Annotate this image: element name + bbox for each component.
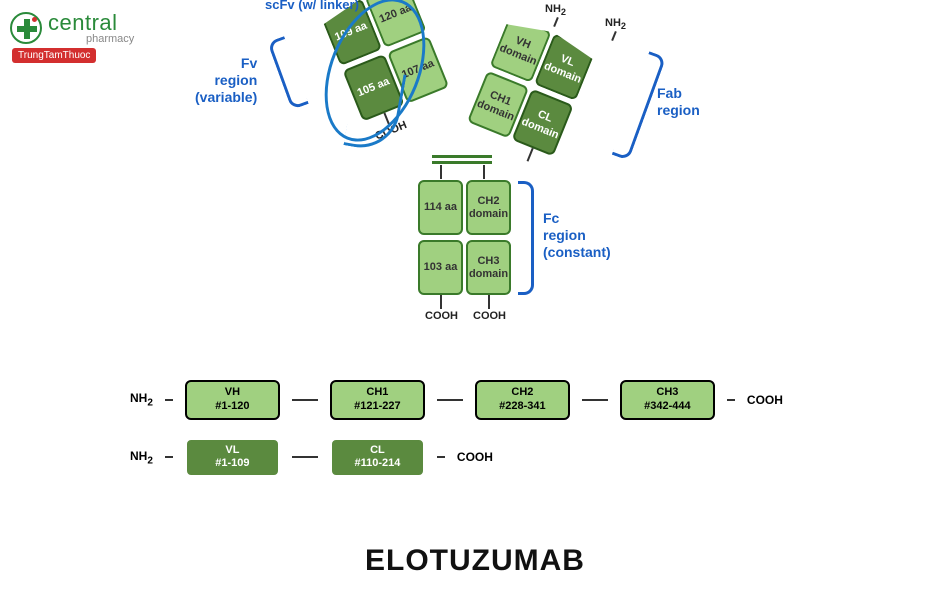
brand-logo: central pharmacy TrungTamThuoc: [10, 10, 150, 63]
heavy-ch2-box: CH2 #228-341: [475, 380, 570, 420]
logo-tag: TrungTamThuoc: [12, 48, 96, 63]
fc-ch2-right: CH2 domain: [466, 180, 511, 235]
fc-brace: [518, 181, 534, 295]
heavy-ch3-box: CH3 #342-444: [620, 380, 715, 420]
logo-sub: pharmacy: [86, 33, 134, 45]
linear-chains: NH2 VH #1-120 CH1 #121-227 CH2 #228-341 …: [130, 380, 820, 495]
right-light-nh2: NH2: [605, 17, 626, 31]
light-chain-row: NH2 VL #1-109 CL #110-214 COOH: [130, 438, 820, 478]
fc-right-cooh: COOH: [473, 310, 506, 322]
antibody-diagram: 109 aa 120 aa 105 aa 107 aa COOH VH doma…: [235, 25, 715, 360]
right-heavy-nh2: NH2: [545, 3, 566, 17]
fv-brace: [267, 36, 309, 110]
light-vl-box: VL #1-109: [185, 438, 280, 478]
heavy-nh2: NH2: [130, 391, 153, 408]
fv-region-label: Fv region (variable): [195, 55, 257, 105]
light-nh2: NH2: [130, 449, 153, 466]
scfv-label: scFv (w/ linker): [265, 0, 359, 12]
heavy-ch1-box: CH1 #121-227: [330, 380, 425, 420]
compound-title: ELOTUZUMAB: [0, 544, 950, 578]
light-cl-box: CL #110-214: [330, 438, 425, 478]
light-cooh: COOH: [457, 450, 493, 464]
fab-region-label: Fab region: [657, 85, 700, 119]
heavy-chain-row: NH2 VH #1-120 CH1 #121-227 CH2 #228-341 …: [130, 380, 820, 420]
logo-cross-icon: [10, 12, 42, 44]
fc-left-cooh: COOH: [425, 310, 458, 322]
fc-region-label: Fc region (constant): [543, 210, 611, 260]
left-light-cooh: COOH: [374, 119, 409, 142]
fc-ch3-right: CH3 domain: [466, 240, 511, 295]
heavy-vh-box: VH #1-120: [185, 380, 280, 420]
heavy-cooh: COOH: [747, 393, 783, 407]
fc-ch3-left: 103 aa: [418, 240, 463, 295]
fc-ch2-left: 114 aa: [418, 180, 463, 235]
